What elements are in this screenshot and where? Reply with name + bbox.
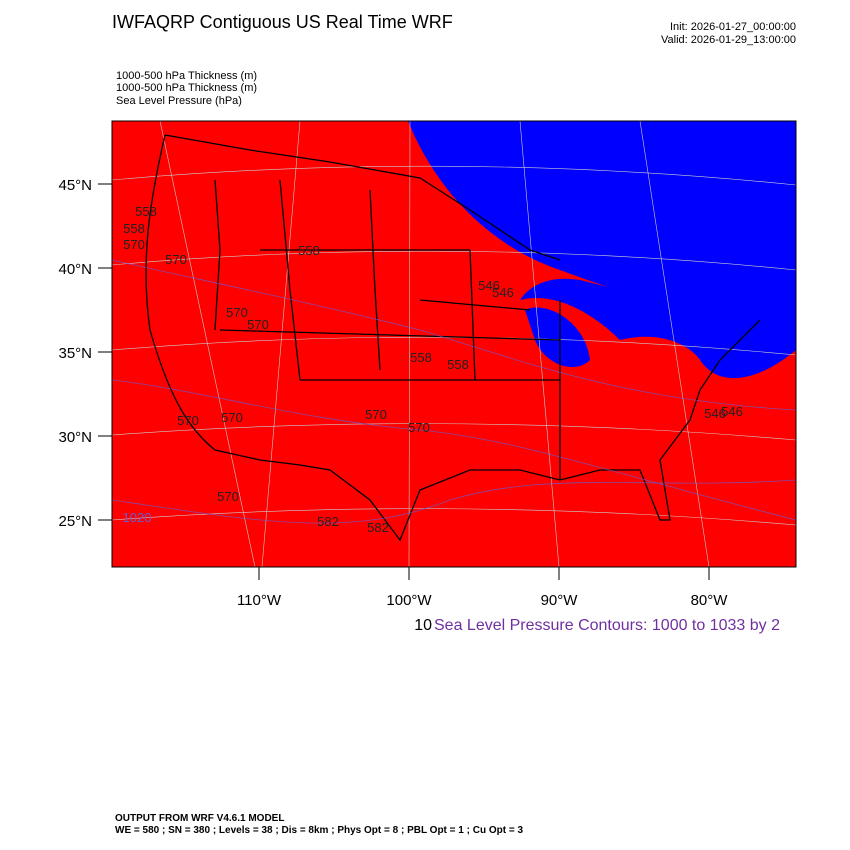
axis-labels: 45°N 40°N 35°N 30°N 25°N 110°W 100°W 90°W 80°W xyxy=(58,177,728,609)
lat-label: 45°N xyxy=(58,177,92,194)
contour-label: 546 xyxy=(478,278,500,293)
contour-label: 582 xyxy=(317,514,339,529)
contour-label: 570 xyxy=(123,237,145,252)
lat-label: 30°N xyxy=(58,429,92,446)
pressure-contours xyxy=(111,259,797,524)
lat-label: 25°N xyxy=(58,513,92,530)
contour-label: 558 xyxy=(447,357,469,372)
lon-label: 100°W xyxy=(386,592,432,609)
contour-label: 558 xyxy=(135,204,157,219)
cold-region xyxy=(525,307,590,368)
lon-label: 80°W xyxy=(691,592,729,609)
contour-label: 1020 xyxy=(123,510,152,525)
lat-label: 35°N xyxy=(58,345,92,362)
contour-note: Sea Level Pressure Contours: 1000 to 103… xyxy=(434,617,780,634)
borders xyxy=(145,134,761,542)
lon-label: 90°W xyxy=(541,592,579,609)
contour-label: 570 xyxy=(226,305,248,320)
contour-label: 570 xyxy=(408,420,430,435)
contour-label: 546 xyxy=(704,406,726,421)
contour-note-prefix: 10 xyxy=(414,617,432,634)
footer-line: WE = 580 ; SN = 380 ; Levels = 38 ; Dis … xyxy=(115,825,523,836)
field-label: 1000-500 hPa Thickness (m) xyxy=(116,82,257,94)
contour-label: 570 xyxy=(221,410,243,425)
lon-label: 110°W xyxy=(237,592,282,609)
contour-label: 558 xyxy=(298,243,320,258)
contour-label: 546 xyxy=(721,404,743,419)
contour-label: 570 xyxy=(165,252,187,267)
valid-time: Valid: 2026-01-29_13:00:00 xyxy=(661,34,796,46)
graticule xyxy=(111,120,797,568)
contour-label: 558 xyxy=(123,221,145,236)
contour-label: 570 xyxy=(177,413,199,428)
contour-label: 558 xyxy=(410,350,432,365)
field-label: 1000-500 hPa Thickness (m) xyxy=(116,70,257,82)
cold-region xyxy=(408,121,796,345)
field-label: Sea Level Pressure (hPa) xyxy=(116,95,242,107)
contour-label: 546 xyxy=(492,285,514,300)
contour-label: 582 xyxy=(367,520,389,535)
map-frame xyxy=(111,120,797,568)
lat-label: 40°N xyxy=(58,261,92,278)
title: IWFAQRP Contiguous US Real Time WRF xyxy=(112,12,453,32)
contour-label: 570 xyxy=(247,317,269,332)
contour-label: 570 xyxy=(217,489,239,504)
footer-line: OUTPUT FROM WRF V4.6.1 MODEL xyxy=(115,813,284,824)
init-time: Init: 2026-01-27_00:00:00 xyxy=(670,21,796,33)
contour-label: 570 xyxy=(365,407,387,422)
